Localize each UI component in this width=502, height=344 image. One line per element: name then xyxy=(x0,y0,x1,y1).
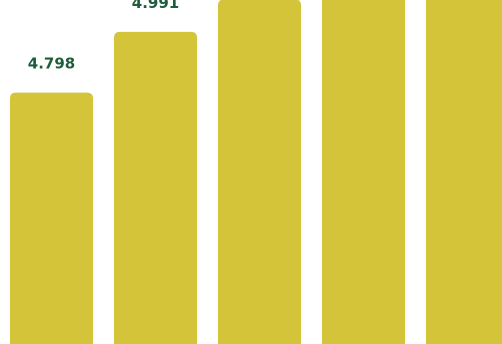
bars-group xyxy=(10,0,502,344)
bar-3 xyxy=(218,0,301,344)
bar-2 xyxy=(114,31,197,344)
bar-5 xyxy=(426,0,502,344)
bar-4 xyxy=(322,0,405,344)
bar-1 xyxy=(10,92,93,344)
bar-value-label-2: 4.991 xyxy=(132,0,179,12)
bar-value-label-1: 4.798 xyxy=(28,55,75,73)
